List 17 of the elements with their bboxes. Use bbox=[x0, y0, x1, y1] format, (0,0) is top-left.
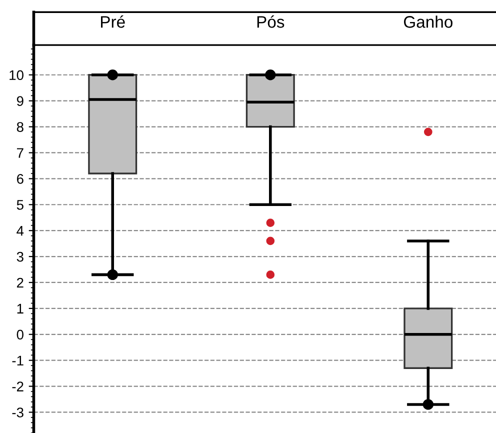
y-tick-label: -3 bbox=[12, 408, 24, 418]
y-tick-label: 1 bbox=[17, 304, 24, 314]
y-tick-label: 6 bbox=[16, 174, 24, 184]
y-tick-label: 8 bbox=[16, 122, 24, 132]
y-tick-label: 7 bbox=[16, 148, 24, 158]
x-tick-label: Pré bbox=[101, 15, 125, 28]
y-tick-label: -1 bbox=[12, 356, 24, 366]
y-tick-label: 5 bbox=[16, 200, 24, 210]
y-tick-label: 0 bbox=[16, 330, 24, 340]
y-tick-label: 3 bbox=[16, 252, 24, 262]
y-tick-label: 10 bbox=[10, 70, 24, 80]
y-tick-label: 2 bbox=[16, 278, 24, 288]
x-tick-label: Ganho bbox=[404, 16, 452, 28]
y-tick-label: 9 bbox=[16, 96, 24, 106]
y-tick-label: 4 bbox=[16, 226, 24, 236]
y-tick-label: -2 bbox=[12, 382, 24, 392]
x-tick-label: Pós bbox=[257, 15, 284, 28]
